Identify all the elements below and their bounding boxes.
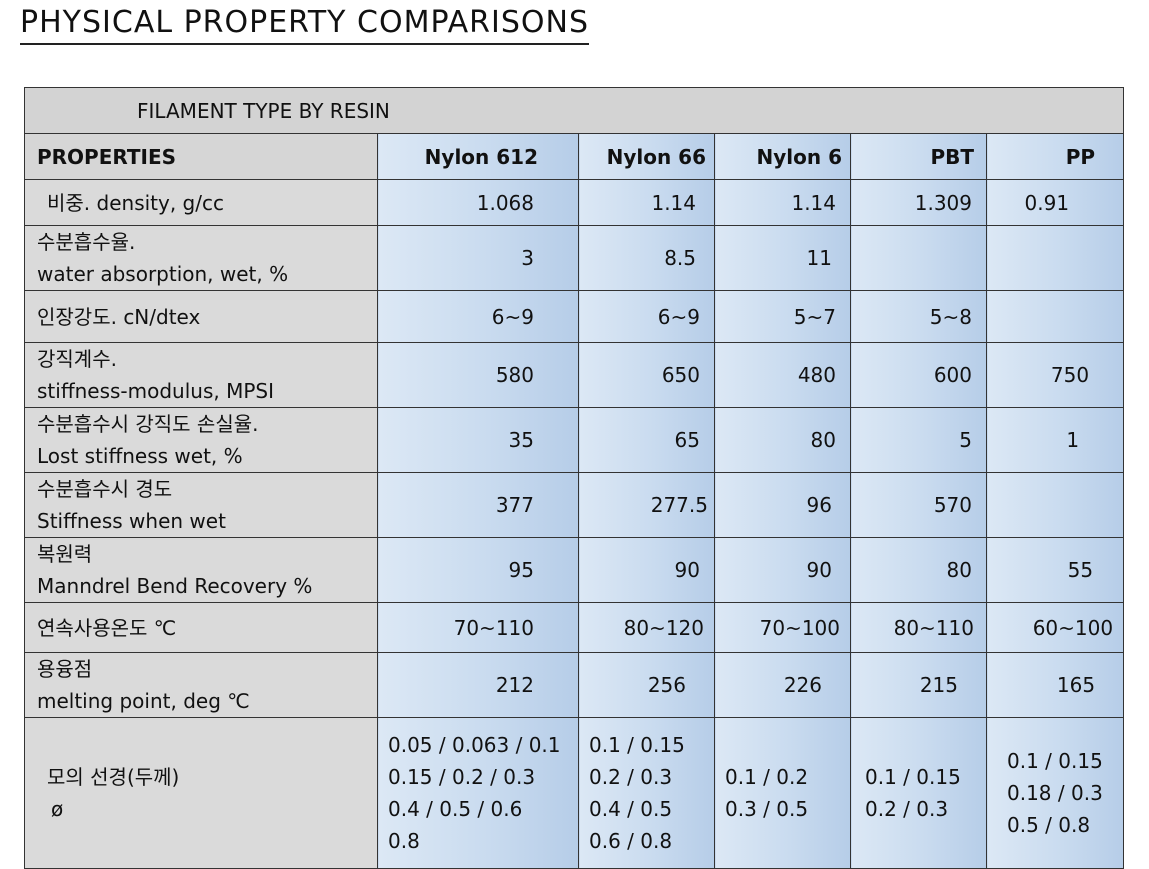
table-cell: 55 (985, 537, 1125, 603)
table-row: 수분흡수시 강직도 손실율. Lost stiffness wet, % 35 … (24, 407, 1125, 473)
row-label-ko: 모의 선경(두께) (47, 765, 180, 789)
table-cell: 70~110 (377, 602, 579, 653)
table-cell: 5 (850, 407, 987, 473)
row-label-en: melting point, deg ℃ (37, 689, 250, 713)
table-cell: 650 (578, 342, 715, 408)
table-cell: 0.1 / 0.15 0.2 / 0.3 (850, 717, 987, 869)
header-properties: PROPERTIES (24, 133, 378, 180)
table-row: 비중. density, g/cc 1.068 1.14 1.14 1.309 … (24, 179, 1125, 226)
table-cell: 165 (985, 652, 1125, 718)
table-cell: 1.14 (578, 179, 715, 226)
row-label-en: Manndrel Bend Recovery % (37, 574, 313, 598)
table-cell: 8.5 (578, 225, 715, 291)
table-cell: 1.14 (714, 179, 851, 226)
table-cell: 750 (985, 342, 1125, 408)
header-col: Nylon 6 (714, 133, 851, 180)
table-cell: 600 (850, 342, 987, 408)
table-row: 연속사용온도 ℃ 70~110 80~120 70~100 80~110 60~… (24, 602, 1125, 653)
table-cell: 80 (714, 407, 851, 473)
row-label-ko: 인장강도. cN/dtex (37, 304, 201, 329)
row-label: 모의 선경(두께) ø (24, 717, 378, 869)
table-cell: 212 (377, 652, 579, 718)
header-col: Nylon 612 (377, 133, 579, 180)
row-label: 수분흡수율. water absorption, wet, % (24, 225, 378, 291)
table-cell: 580 (377, 342, 579, 408)
table-cell: 1.068 (377, 179, 579, 226)
table-cell: 96 (714, 472, 851, 538)
table-cell: 215 (850, 652, 987, 718)
row-label: 비중. density, g/cc (24, 179, 378, 226)
table-cell: 95 (377, 537, 579, 603)
table-cell: 90 (714, 537, 851, 603)
row-label-ko: 수분흡수시 강직도 손실율. (37, 412, 259, 436)
row-label-ko: 비중. density, g/cc (47, 190, 224, 215)
row-label: 연속사용온도 ℃ (24, 602, 378, 653)
table-cell: 5~7 (714, 290, 851, 343)
table-cell: 1.309 (850, 179, 987, 226)
row-label: 복원력 Manndrel Bend Recovery % (24, 537, 378, 603)
table-cell: 0.1 / 0.15 0.2 / 0.3 0.4 / 0.5 0.6 / 0.8 (578, 717, 715, 869)
row-label: 인장강도. cN/dtex (24, 290, 378, 343)
row-label-en: water absorption, wet, % (37, 262, 289, 286)
table-cell (850, 225, 987, 291)
row-label: 수분흡수시 강직도 손실율. Lost stiffness wet, % (24, 407, 378, 473)
diameter-icon: ø (51, 797, 64, 821)
table-cell (985, 472, 1125, 538)
table-cell: 277.5 (578, 472, 715, 538)
property-table: FILAMENT TYPE BY RESIN PROPERTIES Nylon … (23, 87, 1125, 869)
table-cell: 256 (578, 652, 715, 718)
page-title: PHYSICAL PROPERTY COMPARISONS (20, 4, 589, 45)
table-row: 인장강도. cN/dtex 6~9 6~9 5~7 5~8 (24, 290, 1125, 343)
table-cell: 0.91 (985, 179, 1125, 226)
table-cell: 3 (377, 225, 579, 291)
row-label-ko: 강직계수. (37, 347, 117, 371)
table-cell (985, 290, 1125, 343)
row-label-ko: 용융점 (37, 657, 93, 681)
table-banner: FILAMENT TYPE BY RESIN (23, 87, 1125, 134)
table-cell: 0.05 / 0.063 / 0.1 0.15 / 0.2 / 0.3 0.4 … (377, 717, 579, 869)
table-cell: 570 (850, 472, 987, 538)
row-label: 수분흡수시 경도 Stiffness when wet (24, 472, 378, 538)
table-cell: 90 (578, 537, 715, 603)
table-row: 복원력 Manndrel Bend Recovery % 95 90 90 80… (24, 537, 1125, 603)
row-label-ko: 수분흡수율. (37, 230, 136, 254)
row-label: 용융점 melting point, deg ℃ (24, 652, 378, 718)
table-cell: 0.1 / 0.15 0.18 / 0.3 0.5 / 0.8 (985, 717, 1125, 869)
table-cell: 480 (714, 342, 851, 408)
table-cell: 6~9 (377, 290, 579, 343)
row-label-en: stiffness-modulus, MPSI (37, 379, 275, 403)
table-header-row: PROPERTIES Nylon 612 Nylon 66 Nylon 6 PB… (24, 133, 1125, 180)
table-cell: 226 (714, 652, 851, 718)
table-cell: 80~110 (850, 602, 987, 653)
table-cell: 35 (377, 407, 579, 473)
header-col: PBT (850, 133, 987, 180)
table-row: 강직계수. stiffness-modulus, MPSI 580 650 48… (24, 342, 1125, 408)
table-row: 수분흡수율. water absorption, wet, % 3 8.5 11 (24, 225, 1125, 291)
table-row: 모의 선경(두께) ø 0.05 / 0.063 / 0.1 0.15 / 0.… (24, 717, 1125, 869)
row-label-ko: 복원력 (37, 542, 93, 566)
table-cell: 65 (578, 407, 715, 473)
table-cell: 6~9 (578, 290, 715, 343)
table-row: 수분흡수시 경도 Stiffness when wet 377 277.5 96… (24, 472, 1125, 538)
table-cell (985, 225, 1125, 291)
table-cell: 11 (714, 225, 851, 291)
row-label-ko: 수분흡수시 경도 (37, 477, 173, 501)
table-cell: 1 (985, 407, 1125, 473)
table-cell: 377 (377, 472, 579, 538)
header-col: Nylon 66 (578, 133, 715, 180)
row-label-ko: 연속사용온도 ℃ (37, 615, 177, 640)
table-cell: 70~100 (714, 602, 851, 653)
table-cell: 5~8 (850, 290, 987, 343)
table-cell: 0.1 / 0.2 0.3 / 0.5 (714, 717, 851, 869)
table-cell: 80 (850, 537, 987, 603)
header-col: PP (985, 133, 1125, 180)
table-cell: 60~100 (985, 602, 1125, 653)
row-label: 강직계수. stiffness-modulus, MPSI (24, 342, 378, 408)
table-row: 용융점 melting point, deg ℃ 212 256 226 215… (24, 652, 1125, 718)
table-banner-row: FILAMENT TYPE BY RESIN (23, 87, 1125, 134)
row-label-en: Stiffness when wet (37, 509, 226, 533)
row-label-en: Lost stiffness wet, % (37, 444, 243, 468)
table-cell: 80~120 (578, 602, 715, 653)
